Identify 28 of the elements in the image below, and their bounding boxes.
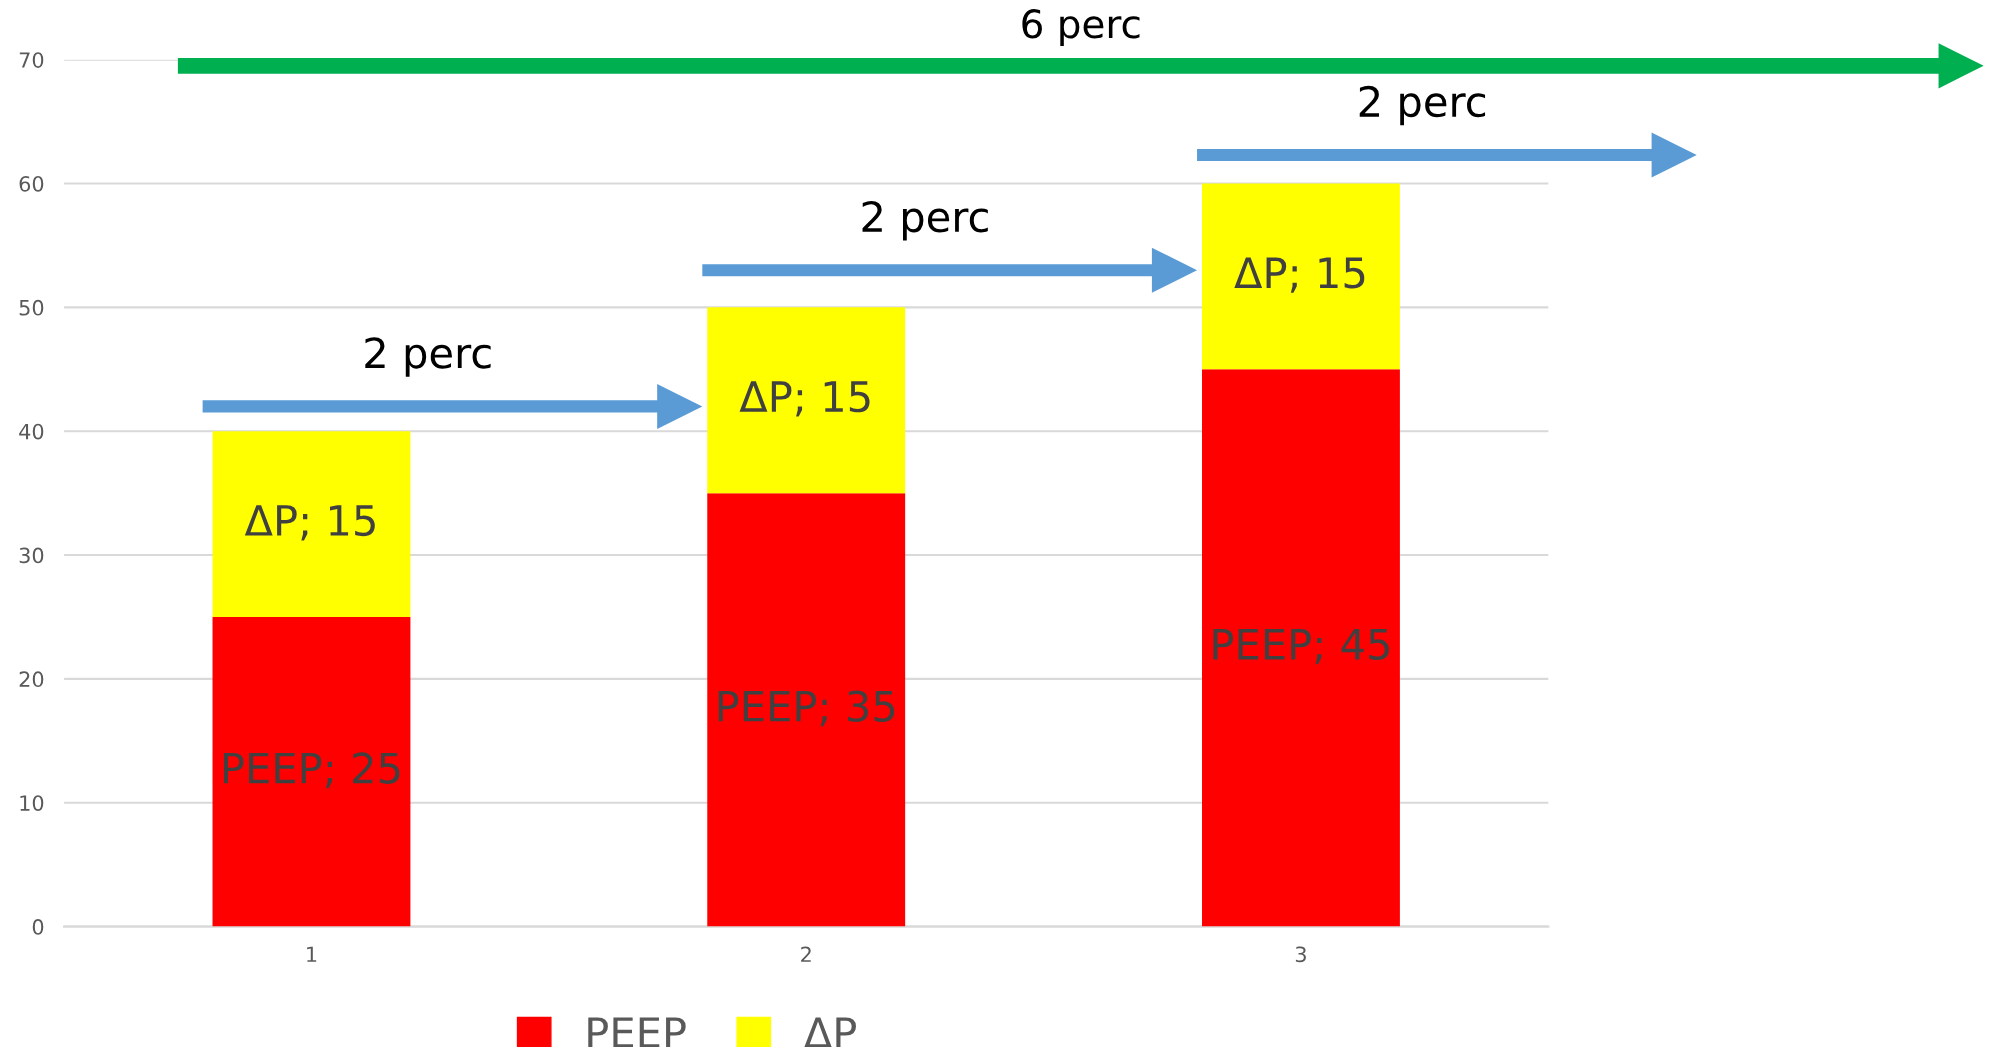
data-label: PEEP; 45 [1213,629,1389,665]
y-tick-label: 70 [19,52,44,68]
y-tick-label: 50 [19,299,44,316]
annotation: 2 perc [365,337,491,377]
data-label: PEEP; 35 [718,690,895,727]
text: 6 perc [1022,9,1140,47]
y-tick-label: 20 [19,671,44,688]
annotation: 2 perc [1359,85,1486,126]
x-tick-label: 3 [1295,946,1306,963]
data-label: ΔP; 15 [244,505,375,541]
legend-label: ΔP [804,1017,856,1047]
annotation: 2 perc [862,200,988,241]
bar [1202,183,1400,370]
x-tick-label: 1 [307,946,317,962]
data-label: ΔP; 15 [1234,257,1365,293]
y-tick-label: 60 [19,175,44,192]
y-tick-label: 40 [19,423,44,440]
y-tick-label: 30 [19,547,44,564]
bar [212,616,411,927]
x-tick-label: 2 [801,946,811,962]
bar [707,307,906,494]
legend-label: PEEP [588,1017,686,1047]
y-tick-label: 0 [32,919,44,935]
data-label: ΔP; 15 [739,381,870,417]
bar [707,493,906,927]
data-label: PEEP; 25 [223,752,400,789]
y-tick-label: 10 [20,795,44,811]
bar [1202,369,1400,927]
